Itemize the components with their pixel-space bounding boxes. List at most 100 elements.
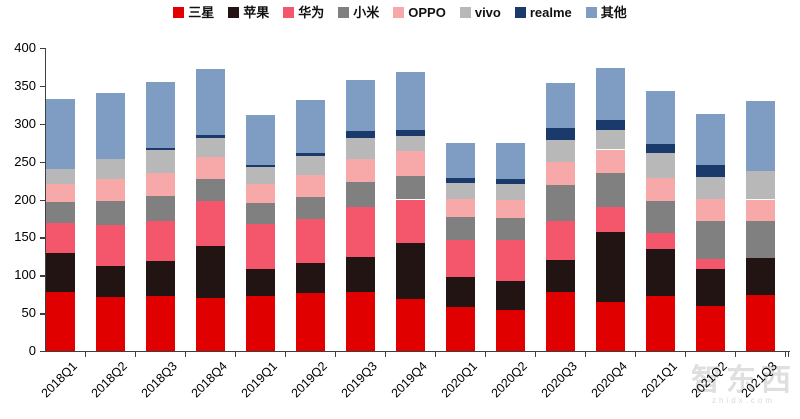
bar-segment-apple <box>245 269 275 297</box>
bar-segment-vivo <box>195 138 225 158</box>
bar-segment-vivo <box>95 159 125 180</box>
x-axis-tick <box>735 352 737 357</box>
x-axis-label: 2019Q1 <box>238 359 280 401</box>
bar-segment-xiaomi <box>95 201 125 226</box>
x-axis-label: 2019Q2 <box>288 359 330 401</box>
bar-segment-others <box>645 91 675 145</box>
bar-2018Q1 <box>45 48 75 351</box>
bar-segment-oppo <box>45 183 75 202</box>
x-axis-tick <box>235 352 237 357</box>
bar-segment-others <box>745 101 775 172</box>
y-axis-tick <box>40 48 45 50</box>
bar-segment-oppo <box>545 161 575 186</box>
bar-segment-huawei <box>595 207 625 233</box>
x-axis <box>45 351 790 353</box>
bar-segment-others <box>195 69 225 136</box>
y-axis-label: 0 <box>28 343 36 358</box>
bar-segment-samsung <box>195 297 225 351</box>
legend-swatch-xiaomi <box>338 7 350 18</box>
bar-segment-realme <box>295 152 325 156</box>
y-axis-label: 200 <box>14 191 36 207</box>
x-axis-label: 2019Q4 <box>388 359 430 401</box>
legend-swatch-vivo <box>459 7 471 18</box>
bar-segment-vivo <box>295 155 325 176</box>
bar-segment-samsung <box>95 297 125 351</box>
bar-segment-apple <box>395 243 425 300</box>
bar-segment-apple <box>145 260 175 297</box>
bar-segment-vivo <box>545 139 575 162</box>
bar-segment-realme <box>345 130 375 139</box>
y-axis-tick <box>40 85 45 88</box>
y-axis-label: 50 <box>21 305 36 321</box>
bar-segment-realme <box>495 179 525 185</box>
legend-swatch-apple <box>228 7 240 18</box>
x-axis-label: 2018Q4 <box>188 359 230 401</box>
bar-segment-oppo <box>245 184 275 204</box>
legend-label-xiaomi: 小米 <box>353 5 380 20</box>
bar-2019Q4 <box>395 48 425 351</box>
x-axis-tick <box>435 352 437 357</box>
legend-item-xiaomi: 小米 <box>338 6 379 19</box>
y-axis-label: 350 <box>14 77 36 93</box>
x-axis-label: 2021Q2 <box>688 359 730 401</box>
bar-segment-samsung <box>695 305 725 351</box>
x-axis-label: 2020Q4 <box>588 359 630 401</box>
bar-segment-huawei <box>95 225 125 267</box>
bar-segment-huawei <box>45 222 75 253</box>
x-axis-tick <box>535 352 537 357</box>
bar-segment-others <box>45 98 75 170</box>
bar-segment-others <box>495 142 525 180</box>
legend-label-vivo: vivo <box>474 5 501 20</box>
x-axis-tick <box>185 352 187 357</box>
bar-segment-apple <box>345 257 375 292</box>
x-axis-tick <box>285 352 287 357</box>
bar-segment-samsung <box>645 295 675 351</box>
bar-segment-xiaomi <box>545 185 575 221</box>
bar-segment-realme <box>645 144 675 153</box>
bar-segment-xiaomi <box>595 172 625 208</box>
bar-segment-realme <box>445 177 475 183</box>
x-axis-tick <box>785 352 787 357</box>
bar-segment-samsung <box>295 293 325 351</box>
y-axis-label: 400 <box>14 40 36 55</box>
bar-2021Q2 <box>695 48 725 351</box>
bar-segment-oppo <box>595 149 625 173</box>
bar-segment-others <box>95 92 125 160</box>
bar-segment-huawei <box>695 258 725 270</box>
bar-segment-vivo <box>145 150 175 173</box>
bar-segment-vivo <box>745 171 775 200</box>
bar-segment-oppo <box>495 200 525 219</box>
bar-segment-apple <box>295 263 325 294</box>
bar-segment-others <box>345 79 375 131</box>
bar-segment-xiaomi <box>145 195 175 222</box>
bar-segment-realme <box>145 147 175 151</box>
bar-segment-realme <box>195 135 225 139</box>
bar-segment-others <box>295 100 325 153</box>
chart-legend: 三星 苹果 华为 小米 OPPO vivo realme 其他 <box>0 6 800 19</box>
legend-item-samsung: 三星 <box>173 6 214 19</box>
bar-segment-apple <box>95 266 125 298</box>
legend-item-others: 其他 <box>585 6 627 19</box>
x-axis-tick <box>788 352 790 357</box>
bar-2021Q1 <box>645 48 675 351</box>
legend-label-huawei: 华为 <box>298 5 325 20</box>
bar-segment-oppo <box>645 177 675 201</box>
bar-segment-apple <box>445 276 475 308</box>
legend-swatch-samsung <box>173 7 185 18</box>
y-axis-tick <box>40 199 45 201</box>
bar-segment-huawei <box>345 207 375 258</box>
bar-segment-others <box>445 142 475 178</box>
x-axis-label: 2018Q3 <box>138 359 180 401</box>
x-axis-tick <box>135 352 137 357</box>
legend-swatch-realme <box>514 7 526 18</box>
bar-segment-realme <box>595 119 625 130</box>
bar-segment-vivo <box>595 129 625 150</box>
x-axis-label: 2020Q2 <box>488 359 530 401</box>
y-axis-label: 300 <box>14 115 36 131</box>
legend-label-realme: realme <box>529 5 572 20</box>
bar-2020Q2 <box>495 48 525 351</box>
bar-segment-realme <box>245 164 275 167</box>
bar-segment-vivo <box>495 184 525 201</box>
bar-2020Q3 <box>545 48 575 351</box>
bar-segment-samsung <box>345 291 375 351</box>
